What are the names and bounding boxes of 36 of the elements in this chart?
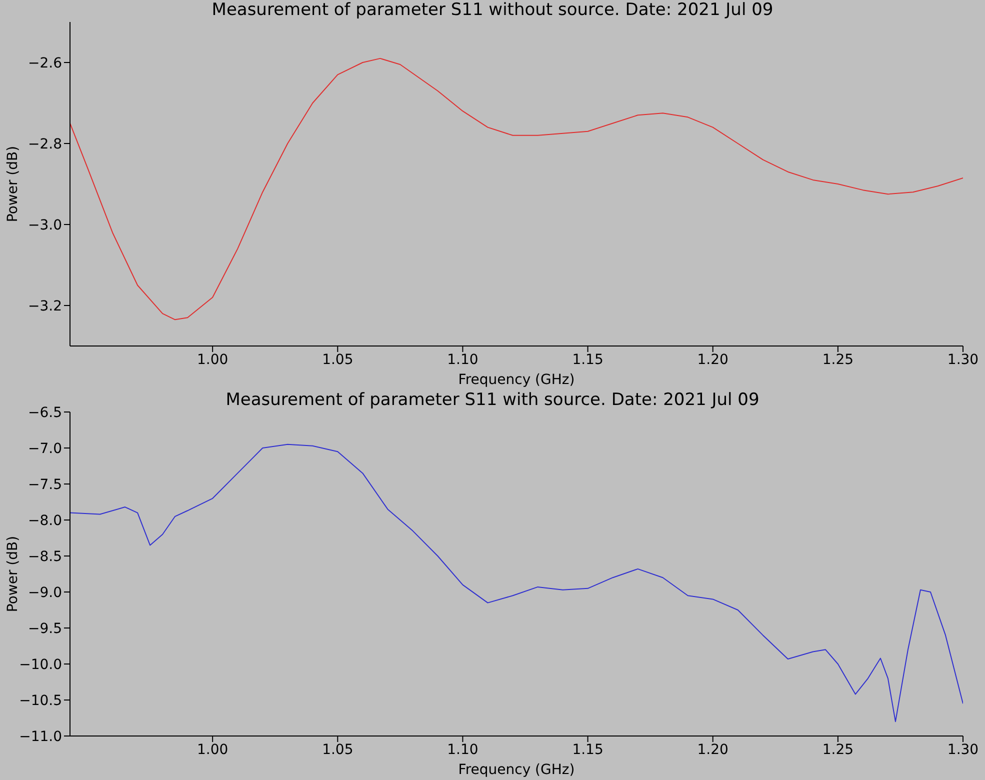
x-axis-title: Frequency (GHz): [458, 372, 575, 388]
y-tick-label: −11.0: [19, 728, 62, 745]
y-tick-label: −9.0: [28, 584, 62, 601]
chart-title: Measurement of parameter S11 without source. Date: 2021 Jul 09: [210, 0, 774, 20]
y-tick-label: −6.5: [28, 404, 62, 421]
x-tick-label: 1.10: [447, 352, 478, 368]
y-tick-label: −10.5: [19, 692, 62, 709]
chart-title: Measurement of parameter S11 with source. Date: 2021 Jul 09: [226, 390, 760, 410]
y-tick-label: −9.5: [28, 620, 62, 637]
x-tick-label: 1.20: [697, 742, 728, 758]
y-tick-label: −3.0: [28, 217, 62, 234]
y-axis-title: Power (dB): [4, 536, 21, 612]
x-axis-title: Frequency (GHz): [458, 762, 575, 778]
x-tick-label: 1.15: [572, 352, 604, 368]
y-tick-label: −2.6: [28, 55, 62, 72]
y-tick-label: −3.2: [28, 298, 62, 314]
x-tick-label: 1.25: [822, 352, 854, 368]
y-axis-title: Power (dB): [4, 146, 21, 222]
x-tick-label: 1.25: [822, 742, 854, 758]
x-tick-label: 1.15: [572, 742, 604, 758]
y-tick-label: −2.8: [28, 136, 62, 152]
x-tick-label: 1.00: [196, 352, 228, 368]
x-tick-label: 1.10: [447, 742, 478, 758]
y-tick-label: −7.5: [28, 476, 62, 493]
y-tick-label: −8.0: [28, 512, 62, 529]
y-tick-label: −7.0: [28, 440, 62, 457]
x-tick-label: 1.05: [322, 742, 354, 758]
line-series: [70, 444, 963, 722]
y-tick-label: −10.0: [19, 656, 62, 673]
y-tick-label: −8.5: [28, 548, 62, 565]
x-tick-label: 1.05: [322, 352, 354, 368]
x-tick-label: 1.00: [196, 742, 228, 758]
x-tick-label: 1.30: [947, 742, 979, 758]
line-series: [70, 58, 963, 320]
x-tick-label: 1.20: [697, 352, 728, 368]
x-tick-label: 1.30: [947, 352, 979, 368]
